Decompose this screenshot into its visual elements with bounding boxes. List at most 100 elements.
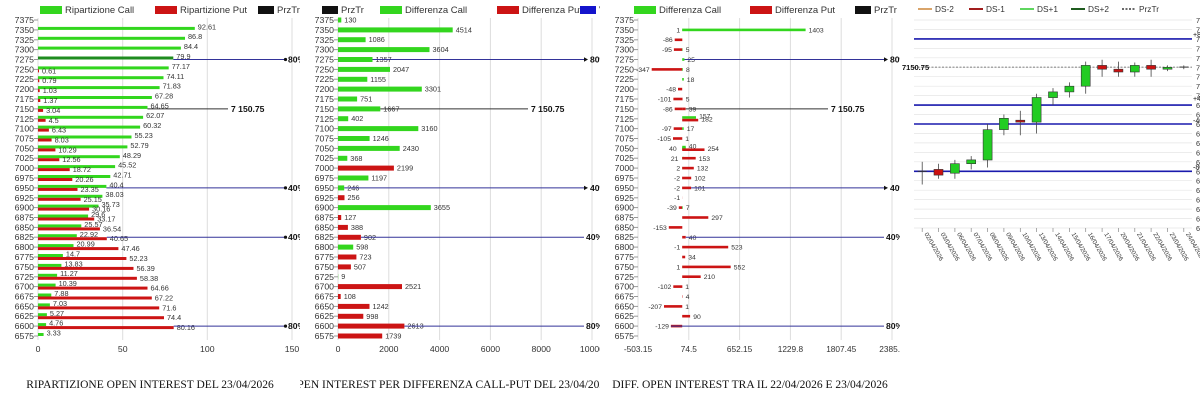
- svg-text:80%: 80%: [586, 321, 600, 331]
- svg-text:7000: 7000: [15, 163, 34, 173]
- svg-text:7250: 7250: [15, 64, 34, 74]
- svg-text:40%: 40%: [890, 183, 900, 193]
- svg-text:4.5: 4.5: [49, 116, 59, 125]
- svg-text:12.56: 12.56: [62, 155, 80, 164]
- svg-text:-1: -1: [674, 195, 680, 202]
- svg-text:71.83: 71.83: [163, 82, 181, 91]
- svg-text:25: 25: [687, 57, 695, 64]
- svg-text:7 150.75: 7 150.75: [531, 104, 565, 114]
- svg-text:7: 7: [686, 205, 690, 212]
- svg-text:60.32: 60.32: [143, 121, 161, 130]
- svg-text:2385.1: 2385.1: [879, 344, 900, 354]
- svg-text:6925: 6925: [15, 193, 34, 203]
- svg-text:RIPARTIZIONE OPEN INTEREST DEL: RIPARTIZIONE OPEN INTEREST DEL 23/04/202…: [26, 379, 274, 391]
- svg-text:6850: 6850: [15, 222, 34, 232]
- svg-text:7375: 7375: [315, 15, 334, 25]
- svg-text:7400: 7400: [1196, 16, 1200, 25]
- svg-text:1: 1: [685, 284, 689, 291]
- svg-text:6625: 6625: [315, 311, 334, 321]
- svg-text:7375: 7375: [15, 15, 34, 25]
- svg-text:7175: 7175: [15, 94, 34, 104]
- svg-text:6975: 6975: [15, 173, 34, 183]
- svg-text:-86: -86: [663, 106, 673, 113]
- svg-text:402: 402: [351, 114, 363, 123]
- svg-text:+40%: +40%: [1193, 96, 1200, 103]
- svg-text:74.5: 74.5: [681, 344, 698, 354]
- svg-text:6350: 6350: [1196, 215, 1200, 224]
- svg-text:7325: 7325: [15, 35, 34, 45]
- svg-text:1.03: 1.03: [43, 86, 57, 95]
- svg-text:7050: 7050: [315, 143, 334, 153]
- svg-text:297: 297: [711, 215, 723, 222]
- svg-text:2521: 2521: [405, 282, 421, 291]
- svg-text:6675: 6675: [15, 292, 34, 302]
- svg-text:7200: 7200: [615, 84, 634, 94]
- svg-text:7300: 7300: [315, 45, 334, 55]
- svg-text:6875: 6875: [615, 213, 634, 223]
- svg-text:6575: 6575: [315, 331, 334, 341]
- svg-text:8000: 8000: [532, 344, 551, 354]
- svg-text:256: 256: [348, 193, 360, 202]
- svg-text:Differenza Put: Differenza Put: [522, 5, 582, 16]
- svg-text:6775: 6775: [315, 252, 334, 262]
- svg-text:80%: 80%: [886, 321, 900, 331]
- svg-text:4514: 4514: [456, 25, 472, 34]
- svg-text:PrzTr: PrzTr: [874, 5, 897, 16]
- svg-text:40%: 40%: [586, 232, 600, 242]
- svg-text:7075: 7075: [15, 134, 34, 144]
- svg-text:7175: 7175: [315, 94, 334, 104]
- svg-text:42.71: 42.71: [113, 171, 131, 180]
- svg-text:67.22: 67.22: [155, 294, 173, 303]
- svg-text:388: 388: [351, 223, 363, 232]
- svg-text:7150: 7150: [1196, 63, 1200, 72]
- svg-text:34: 34: [688, 255, 696, 262]
- svg-text:47.46: 47.46: [121, 244, 139, 253]
- svg-text:130: 130: [344, 16, 356, 25]
- svg-text:50: 50: [118, 344, 128, 354]
- svg-text:-97: -97: [662, 126, 672, 133]
- svg-text:6800: 6800: [315, 242, 334, 252]
- svg-text:7200: 7200: [15, 84, 34, 94]
- svg-text:723: 723: [359, 253, 371, 262]
- svg-text:6700: 6700: [315, 282, 334, 292]
- svg-text:3.33: 3.33: [47, 329, 61, 338]
- svg-text:652.15: 652.15: [727, 344, 753, 354]
- svg-text:182: 182: [701, 116, 713, 123]
- svg-text:DS-2: DS-2: [935, 4, 954, 14]
- svg-text:7125: 7125: [315, 114, 334, 124]
- svg-text:56.39: 56.39: [137, 264, 155, 273]
- svg-text:6575: 6575: [15, 331, 34, 341]
- svg-text:6950: 6950: [315, 183, 334, 193]
- svg-text:52.23: 52.23: [129, 254, 147, 263]
- svg-text:6500: 6500: [1196, 186, 1200, 195]
- svg-text:1: 1: [685, 304, 689, 311]
- svg-text:552: 552: [734, 264, 746, 271]
- svg-text:58.38: 58.38: [140, 274, 158, 283]
- svg-text:80.16: 80.16: [177, 323, 195, 332]
- svg-text:80%: 80%: [288, 55, 300, 65]
- svg-text:40%: 40%: [288, 183, 300, 193]
- svg-text:84.4: 84.4: [184, 42, 198, 51]
- svg-text:7050: 7050: [615, 143, 634, 153]
- svg-text:7350: 7350: [315, 25, 334, 35]
- svg-text:-1: -1: [674, 245, 680, 252]
- svg-text:153: 153: [699, 156, 711, 163]
- svg-text:2: 2: [676, 166, 680, 173]
- svg-text:62.07: 62.07: [146, 111, 164, 120]
- svg-text:368: 368: [350, 154, 362, 163]
- svg-text:Differenza Call: Differenza Call: [659, 5, 721, 16]
- svg-text:52.79: 52.79: [130, 141, 148, 150]
- svg-text:6400: 6400: [1196, 205, 1200, 214]
- svg-text:-48: -48: [666, 87, 676, 94]
- svg-text:0.61: 0.61: [42, 66, 56, 75]
- svg-text:-39: -39: [667, 205, 677, 212]
- svg-text:7300: 7300: [615, 45, 634, 55]
- svg-text:DS+2: DS+2: [1088, 4, 1109, 14]
- svg-text:101: 101: [694, 185, 706, 192]
- svg-text:7375: 7375: [615, 15, 634, 25]
- svg-text:1242: 1242: [373, 302, 389, 311]
- svg-text:2000: 2000: [379, 344, 398, 354]
- svg-text:7150: 7150: [615, 104, 634, 114]
- svg-text:751: 751: [360, 95, 372, 104]
- svg-text:6725: 6725: [15, 272, 34, 282]
